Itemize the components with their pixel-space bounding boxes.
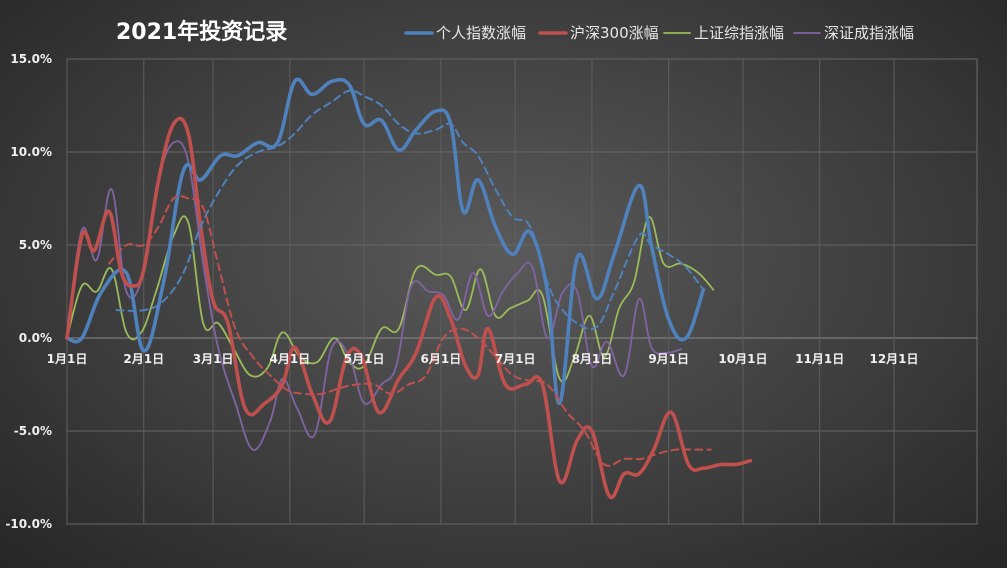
series-line-5 [108, 194, 712, 467]
series-line-0 [65, 77, 706, 405]
legend-label: 上证综指涨幅 [694, 24, 784, 42]
legend-label: 深证成指涨幅 [824, 24, 914, 42]
y-axis-ticks: 15.0% 10.0% 5.0% 0.0% -5.0% -10.0% [5, 52, 52, 531]
legend-label: 沪深300涨幅 [570, 24, 659, 42]
x-tick-label: 4月1日 [269, 352, 310, 366]
x-tick-label: 8月1日 [572, 352, 613, 366]
y-tick-label: -10.0% [5, 517, 52, 531]
x-tick-label: 3月1日 [193, 352, 234, 366]
plot-border [66, 58, 978, 525]
y-tick-label: 0.0% [19, 331, 52, 345]
x-axis-ticks: 1月1日 2月1日 3月1日 4月1日 5月1日 6月1日 7月1日 8月1日 9月1日 10月1… [47, 352, 919, 366]
x-tick-label: 10月1日 [718, 352, 767, 366]
chart-grid [66, 58, 978, 525]
legend: 个人指数涨幅 沪深300涨幅 上证综指涨幅 深证成指涨幅 [404, 24, 914, 42]
y-tick-label: 15.0% [10, 52, 52, 66]
x-tick-label: 9月1日 [648, 352, 689, 366]
series-line-4 [115, 89, 705, 331]
x-tick-label: 11月1日 [795, 352, 844, 366]
series-line-1 [65, 116, 753, 500]
x-tick-label: 5月1日 [344, 352, 385, 366]
y-tick-label: 10.0% [10, 145, 52, 159]
y-tick-label: 5.0% [19, 238, 52, 252]
x-tick-label: 1月1日 [47, 352, 88, 366]
x-tick-label: 12月1日 [869, 352, 918, 366]
legend-label: 个人指数涨幅 [436, 24, 526, 42]
x-tick-label: 6月1日 [421, 352, 462, 366]
y-tick-label: -5.0% [14, 424, 52, 438]
x-tick-label: 7月1日 [495, 352, 536, 366]
series-layer [65, 77, 753, 500]
chart-title: 2021年投资记录 [116, 19, 287, 45]
x-tick-label: 2月1日 [123, 352, 164, 366]
